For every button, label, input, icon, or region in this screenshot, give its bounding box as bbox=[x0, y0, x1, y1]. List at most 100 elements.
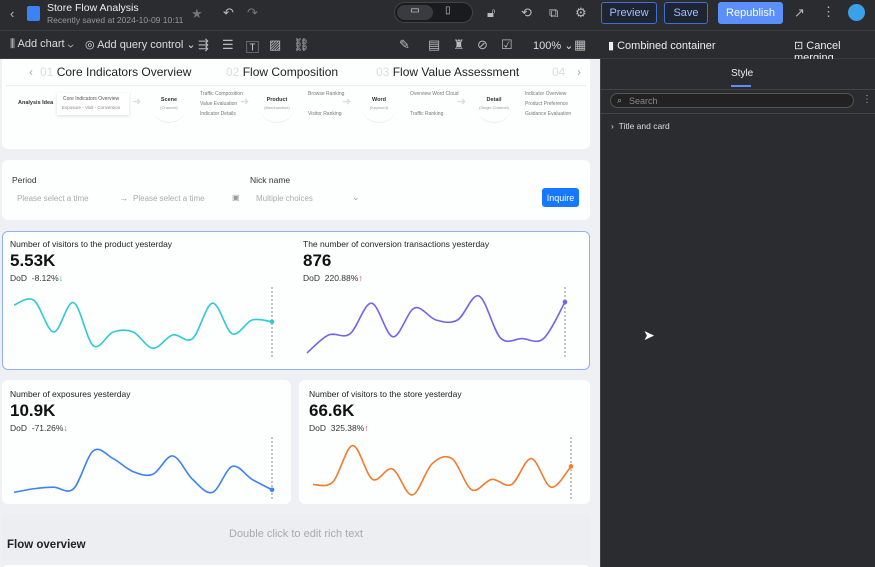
report-icon[interactable]: ▤ bbox=[428, 37, 441, 52]
tab-style[interactable]: Style bbox=[731, 68, 754, 79]
step-number: 04 bbox=[552, 65, 566, 79]
node-item: Indicator Details bbox=[200, 111, 236, 117]
dashboard-canvas: ‹ › 01 Core Indicators Overview 02 Flow C… bbox=[0, 59, 600, 567]
node-sub: (Keyword) bbox=[369, 105, 389, 110]
step-number: 02 bbox=[226, 65, 240, 79]
more-icon[interactable]: ⋮ bbox=[862, 94, 872, 105]
search-input[interactable]: ⌕ Search bbox=[610, 93, 854, 108]
add-query-control-button[interactable]: ◎ Add query control ⌄ bbox=[85, 39, 196, 51]
step-number: 03 bbox=[376, 65, 390, 79]
desktop-icon[interactable]: ▭ bbox=[397, 5, 433, 20]
copy-icon[interactable]: ⧉ bbox=[549, 5, 559, 20]
clean-icon[interactable]: ♜ bbox=[453, 37, 465, 52]
overview-sub: Exposure - Visit - Conversion bbox=[62, 105, 121, 110]
inquire-button[interactable]: Inquire bbox=[542, 188, 579, 207]
share-icon[interactable]: ⟲ bbox=[521, 5, 532, 20]
calendar-icon[interactable]: ▣ bbox=[232, 193, 240, 202]
arrow-icon: ➜ bbox=[457, 96, 467, 108]
style-panel: Style ⌕ Search ⋮ › Title and card bbox=[600, 59, 875, 567]
brush-icon[interactable]: ✎ bbox=[399, 37, 410, 52]
end-time-input[interactable]: Please select a time bbox=[133, 194, 205, 203]
device-toggle[interactable]: ▭ ▯ bbox=[394, 2, 473, 23]
divider bbox=[601, 89, 875, 90]
dod-value: 220.88% bbox=[324, 273, 359, 283]
kpi-title: Number of visitors to the store yesterda… bbox=[309, 389, 462, 399]
external-link-icon[interactable]: ↗ bbox=[794, 5, 805, 20]
kpi-value: 5.53K bbox=[10, 251, 56, 270]
node-name: Word bbox=[372, 97, 386, 103]
toolbar: ⫼ Add chart ⌄ ◎ Add query control ⌄ ⇶ ☰ … bbox=[0, 31, 875, 64]
text-icon[interactable]: 🅃 bbox=[246, 40, 260, 55]
sparkline-point bbox=[568, 464, 574, 469]
zoom-select[interactable]: 100% ⌄ bbox=[533, 40, 574, 52]
preview-button[interactable]: Preview bbox=[601, 2, 657, 24]
kpi-card[interactable]: Number of exposures yesterday 10.9K DoD … bbox=[10, 389, 280, 509]
nick-name-label: Nick name bbox=[250, 175, 291, 185]
mobile-icon[interactable]: ▯ bbox=[445, 5, 451, 16]
start-time-input[interactable]: Please select a time bbox=[17, 194, 89, 203]
next-card bbox=[2, 565, 590, 567]
grid-icon[interactable]: ▦ bbox=[574, 37, 587, 52]
step-2[interactable]: 02 Flow Composition bbox=[226, 65, 338, 79]
kpi-title: Number of visitors to the product yester… bbox=[10, 239, 173, 249]
redo-icon[interactable]: ↷ bbox=[247, 5, 258, 20]
node-name: Detail bbox=[486, 97, 502, 103]
kpi-value: 66.6K bbox=[309, 401, 355, 420]
kpi-title: The number of conversion transactions ye… bbox=[303, 239, 490, 249]
step-3[interactable]: 03 Flow Value Assessment bbox=[376, 65, 519, 79]
layout-icon[interactable]: ☰ bbox=[222, 37, 234, 52]
kpi-card[interactable]: Number of visitors to the store yesterda… bbox=[309, 389, 579, 509]
period-label: Period bbox=[12, 175, 37, 185]
step-4[interactable]: 04 bbox=[552, 65, 565, 79]
panel-title: Combined container bbox=[617, 40, 716, 52]
star-icon[interactable]: ★ bbox=[191, 6, 203, 21]
undo-icon[interactable]: ↶ bbox=[223, 5, 234, 20]
rich-text-block[interactable]: Double click to edit rich text Flow over… bbox=[2, 515, 590, 561]
image-icon[interactable]: ▨ bbox=[269, 37, 282, 52]
nav-prev-icon[interactable]: ‹ bbox=[29, 65, 33, 79]
republish-button[interactable]: Republish bbox=[718, 2, 783, 24]
kpi-card[interactable]: Number of visitors to the product yester… bbox=[10, 239, 280, 359]
node-item: Indicator Overview bbox=[525, 91, 567, 97]
chart-icon: ⫼ bbox=[10, 38, 18, 50]
back-icon[interactable]: ‹ bbox=[10, 6, 15, 21]
link-icon[interactable]: ⛓ bbox=[293, 37, 310, 52]
node-item: Value Evaluation bbox=[200, 101, 238, 107]
node-item: Visitor Ranking bbox=[308, 111, 342, 117]
kpi-value: 876 bbox=[303, 251, 332, 270]
sparkline bbox=[13, 287, 275, 357]
check-icon[interactable]: ☑ bbox=[501, 37, 513, 52]
kpi-title: Number of exposures yesterday bbox=[10, 389, 131, 399]
add-chart-button[interactable]: ⫼ Add chart ⌄ bbox=[10, 38, 74, 50]
kpi-card[interactable]: The number of conversion transactions ye… bbox=[303, 239, 573, 359]
tab-component-icon[interactable]: ⇶ bbox=[198, 37, 209, 52]
filter-icon[interactable]: ⊘ bbox=[477, 37, 488, 52]
settings-icon[interactable]: ⚙ bbox=[575, 5, 587, 20]
title-and-card-section[interactable]: › Title and card bbox=[611, 121, 670, 131]
kpi-card-container bbox=[299, 380, 590, 504]
dod-label: DoD bbox=[309, 423, 327, 433]
nick-name-select[interactable]: Multiple choices bbox=[256, 194, 313, 203]
sparkline-path bbox=[13, 298, 273, 349]
lock-icon[interactable]: 🔓︎ bbox=[487, 5, 496, 20]
zoom-value: 100% bbox=[533, 40, 562, 52]
more-icon[interactable]: ⋮ bbox=[822, 4, 835, 19]
step-1[interactable]: 01 Core Indicators Overview bbox=[40, 65, 191, 79]
add-query-label: Add query control bbox=[97, 39, 184, 51]
combined-container[interactable] bbox=[2, 231, 590, 370]
sparkline bbox=[306, 287, 568, 357]
nav-next-icon[interactable]: › bbox=[577, 65, 581, 79]
sparkline bbox=[312, 437, 574, 499]
app-logo-icon bbox=[27, 6, 40, 21]
avatar[interactable] bbox=[848, 4, 865, 21]
dod-value: -8.12% bbox=[31, 273, 59, 283]
node-item: Traffic Ranking bbox=[410, 111, 444, 117]
rich-text-placeholder: Double click to edit rich text bbox=[229, 528, 363, 540]
save-button[interactable]: Save bbox=[664, 2, 708, 24]
dod-label: DoD bbox=[10, 273, 28, 283]
dod-value: 325.38% bbox=[330, 423, 365, 433]
sparkline-point bbox=[269, 487, 275, 493]
arrow-down-icon: ↓ bbox=[63, 423, 68, 433]
chevron-down-icon[interactable]: ⌄ bbox=[352, 192, 360, 202]
step-number: 01 bbox=[40, 65, 54, 79]
